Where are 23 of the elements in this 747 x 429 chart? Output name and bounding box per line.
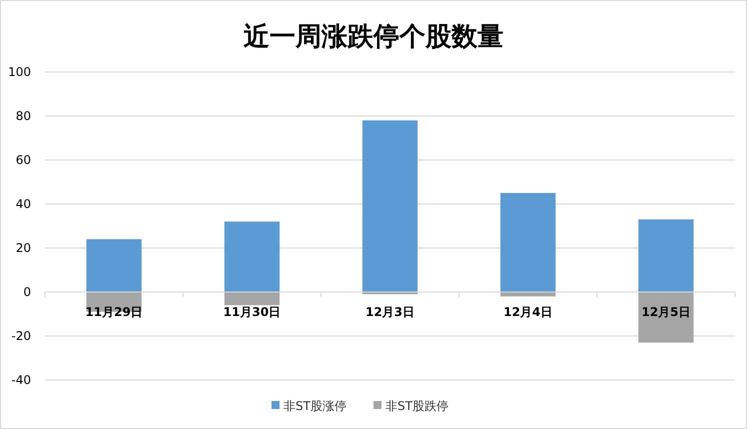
y-tick-label: 80	[16, 109, 31, 123]
legend-label: 非ST股涨停	[284, 399, 346, 413]
chart-title: 近一周涨跌停个股数量	[244, 22, 504, 52]
x-tick-label: 11月30日	[223, 305, 281, 319]
x-tick-label: 12月3日	[365, 305, 415, 319]
y-tick-label: 40	[16, 197, 31, 211]
legend-label: 非ST股跌停	[386, 399, 448, 413]
y-tick-label: -40	[11, 373, 31, 387]
x-tick-label: 11月29日	[85, 305, 143, 319]
y-tick-label: 100	[8, 65, 31, 79]
bar	[362, 120, 418, 292]
x-tick-label: 12月5日	[641, 305, 691, 319]
x-tick-label: 12月4日	[503, 305, 553, 319]
bar	[638, 219, 694, 292]
y-tick-label: 60	[16, 153, 31, 167]
bar	[86, 239, 142, 292]
y-tick-label: -20	[11, 329, 31, 343]
y-tick-label: 20	[16, 241, 31, 255]
y-tick-label: 0	[23, 285, 31, 299]
bar	[500, 292, 556, 296]
bar	[224, 292, 280, 306]
bar	[500, 193, 556, 292]
bar	[224, 222, 280, 292]
